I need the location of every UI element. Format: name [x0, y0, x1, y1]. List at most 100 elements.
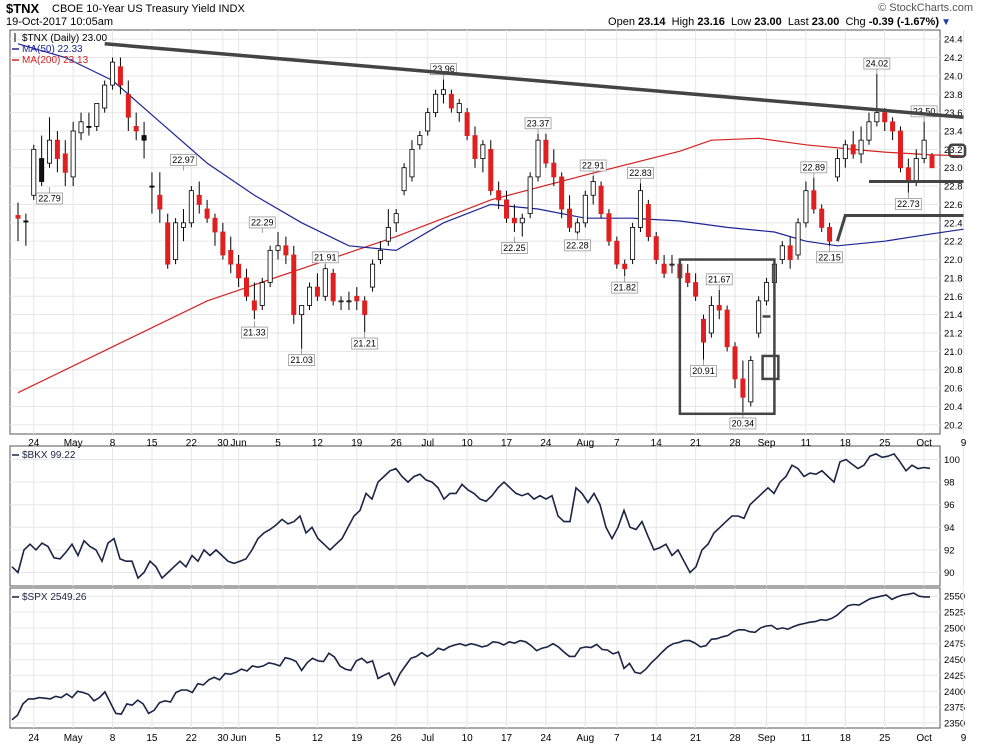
x-tick-label: 24 [28, 733, 40, 744]
x-tick-label: Jul [421, 733, 434, 744]
candle-body [598, 185, 604, 215]
x-tick-label: 25 [879, 438, 891, 449]
x-tick-label: Oct [916, 733, 932, 744]
y-tick-label: 98 [944, 478, 955, 489]
pivot-label-box [894, 198, 922, 210]
pivot-label-box [729, 417, 757, 430]
x-tick-label: 22 [186, 438, 198, 449]
candle-body [125, 93, 131, 118]
chg-label: Chg [845, 16, 866, 28]
candle-body [511, 217, 517, 224]
candle-body [724, 309, 730, 348]
pivot-label-box [430, 63, 457, 75]
pivot-label-box [816, 251, 843, 264]
pivot-label: 20.34 [732, 418, 755, 428]
last-price-tag-box [948, 143, 967, 158]
x-tick-label: 11 [801, 733, 812, 744]
candle-body [606, 213, 612, 242]
pivot-label: 22.15 [818, 252, 841, 262]
x-tick-label: Aug [576, 438, 594, 449]
y-tick-label: 90 [944, 568, 955, 579]
candle-body [188, 190, 194, 224]
candle-body [47, 139, 53, 164]
candle-body [220, 231, 226, 256]
candle-body [472, 135, 478, 159]
x-tick-label: 14 [651, 438, 663, 449]
candle-body [779, 245, 785, 260]
pivot-label: 22.29 [251, 217, 274, 227]
chg-value: -0.39 (-1.67%) [868, 16, 939, 28]
y-tick-label: 21.2 [944, 329, 963, 340]
candle-body [180, 222, 186, 228]
candle-body [819, 208, 825, 228]
candle-body [330, 272, 336, 302]
support-line-2 [835, 214, 964, 242]
x-tick-label: Jul [421, 438, 434, 449]
x-tick-label: 10 [462, 733, 474, 744]
x-tick-label: 24 [28, 438, 40, 449]
y-tick-label: 20.4 [944, 402, 963, 413]
open-label: Open [608, 16, 635, 28]
x-tick-label: 9 [961, 733, 967, 744]
y-tick-label: 22.2 [944, 237, 963, 248]
low-value: 23.00 [754, 16, 782, 28]
x-tick-label: 12 [312, 733, 324, 744]
candle-body [653, 236, 659, 260]
x-tick-label: 7 [614, 438, 620, 449]
pivot-label: 22.91 [582, 160, 605, 170]
x-tick-label: Jun [231, 438, 247, 449]
x-tick-label: Sep [758, 733, 776, 744]
chart-header: $TNX CBOE 10-Year US Treasury Yield INDX… [0, 0, 981, 30]
pivot-label-box [351, 337, 379, 350]
candle-body [78, 121, 84, 134]
pivot-label: 22.83 [629, 168, 652, 178]
x-tick-label: 15 [146, 438, 158, 449]
candle-body [417, 135, 423, 146]
candle-body [165, 222, 171, 265]
pivot-label: 23.37 [527, 118, 550, 128]
y-tick-label: 24.2 [944, 53, 963, 64]
candle-body [440, 89, 446, 95]
candle-body [425, 112, 431, 132]
candle-body [905, 167, 911, 182]
x-tick-label: 26 [391, 733, 403, 744]
candle-body [401, 167, 407, 192]
candle-body [456, 103, 462, 114]
x-tick-label: 17 [501, 438, 513, 449]
candle-body [15, 215, 21, 219]
consolidation-box [678, 258, 776, 416]
candle-body [496, 190, 502, 201]
candle-body [874, 112, 880, 123]
pivot-label: 21.03 [290, 355, 313, 365]
pivot-label-box [288, 354, 316, 367]
candle-body [267, 249, 273, 283]
candle-body [661, 263, 667, 274]
y-tick-label: 2550 [944, 592, 965, 603]
y-tick-label: 20.8 [944, 365, 963, 376]
pivot-label-box [564, 239, 591, 252]
candle-body [283, 245, 289, 256]
y-tick-label: 2500 [944, 623, 965, 634]
pivot-label: 22.89 [803, 162, 826, 172]
y-tick-label: 22.4 [944, 218, 963, 229]
candle-body [567, 208, 573, 228]
candle-body [362, 300, 368, 316]
candle-body [834, 158, 840, 178]
x-tick-label: 19 [351, 438, 363, 449]
candle-body [31, 148, 37, 196]
x-tick-label: 18 [840, 438, 852, 449]
symbol-title: $TNX [6, 1, 40, 16]
x-tick-label: 21 [690, 733, 702, 744]
candle-body [354, 295, 360, 302]
last-label: Last [787, 16, 809, 28]
candle-body [173, 222, 179, 260]
candle-body [409, 148, 415, 178]
panel-frame-2 [9, 587, 941, 729]
candle-body [86, 126, 92, 128]
candle-body [346, 300, 352, 303]
legend-label: $SPX 2549.26 [22, 592, 87, 603]
pivot-label: 21.21 [353, 339, 376, 349]
pivot-label: 22.97 [172, 155, 195, 165]
candle-body [527, 176, 533, 215]
legend-label: MA(50) 22.33 [22, 44, 83, 55]
